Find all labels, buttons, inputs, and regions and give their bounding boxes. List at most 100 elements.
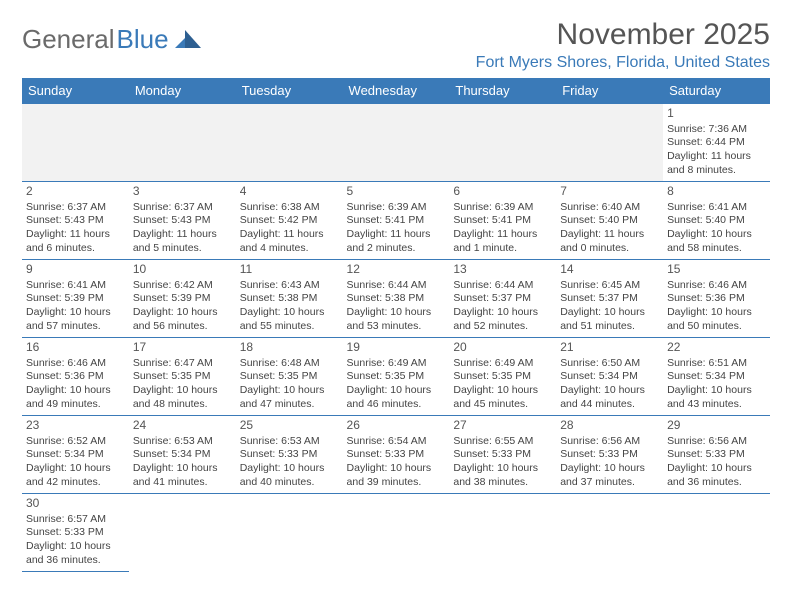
cell-line-d2: and 45 minutes.	[453, 398, 552, 412]
calendar-head: SundayMondayTuesdayWednesdayThursdayFrid…	[22, 78, 770, 104]
cell-line-ss: Sunset: 5:36 PM	[667, 292, 766, 306]
day-number: 16	[26, 340, 125, 356]
cell-line-sr: Sunrise: 6:52 AM	[26, 435, 125, 449]
cell-line-d1: Daylight: 10 hours	[240, 462, 339, 476]
cell-line-d2: and 55 minutes.	[240, 320, 339, 334]
cell-line-d2: and 38 minutes.	[453, 476, 552, 490]
cell-line-d2: and 39 minutes.	[347, 476, 446, 490]
calendar-cell	[556, 104, 663, 182]
cell-line-d1: Daylight: 11 hours	[560, 228, 659, 242]
cell-line-d2: and 4 minutes.	[240, 242, 339, 256]
day-number: 23	[26, 418, 125, 434]
cell-line-ss: Sunset: 5:35 PM	[133, 370, 232, 384]
cell-line-d1: Daylight: 10 hours	[453, 306, 552, 320]
day-number: 27	[453, 418, 552, 434]
calendar-cell	[129, 494, 236, 572]
cell-line-ss: Sunset: 5:33 PM	[453, 448, 552, 462]
cell-line-ss: Sunset: 5:40 PM	[667, 214, 766, 228]
cell-line-d2: and 0 minutes.	[560, 242, 659, 256]
calendar-cell	[556, 494, 663, 572]
cell-line-sr: Sunrise: 6:49 AM	[347, 357, 446, 371]
calendar-cell	[343, 494, 450, 572]
cell-line-d1: Daylight: 10 hours	[133, 384, 232, 398]
cell-line-sr: Sunrise: 6:40 AM	[560, 201, 659, 215]
calendar-cell: 14Sunrise: 6:45 AMSunset: 5:37 PMDayligh…	[556, 260, 663, 338]
cell-line-d2: and 43 minutes.	[667, 398, 766, 412]
calendar-cell: 29Sunrise: 6:56 AMSunset: 5:33 PMDayligh…	[663, 416, 770, 494]
cell-line-d1: Daylight: 10 hours	[26, 462, 125, 476]
cell-line-d1: Daylight: 10 hours	[667, 462, 766, 476]
cell-line-d1: Daylight: 10 hours	[453, 384, 552, 398]
calendar-cell: 25Sunrise: 6:53 AMSunset: 5:33 PMDayligh…	[236, 416, 343, 494]
cell-line-d1: Daylight: 10 hours	[560, 384, 659, 398]
cell-line-ss: Sunset: 5:41 PM	[347, 214, 446, 228]
dayname-header: Saturday	[663, 78, 770, 104]
dayname-header: Monday	[129, 78, 236, 104]
cell-line-d1: Daylight: 11 hours	[133, 228, 232, 242]
cell-line-d1: Daylight: 10 hours	[133, 462, 232, 476]
cell-line-ss: Sunset: 5:33 PM	[347, 448, 446, 462]
logo-text-1: General	[22, 24, 115, 55]
dayname-header: Sunday	[22, 78, 129, 104]
cell-line-sr: Sunrise: 6:51 AM	[667, 357, 766, 371]
page-header: GeneralBlue November 2025 Fort Myers Sho…	[22, 18, 770, 72]
cell-line-ss: Sunset: 5:37 PM	[560, 292, 659, 306]
cell-line-sr: Sunrise: 6:46 AM	[26, 357, 125, 371]
cell-line-d2: and 44 minutes.	[560, 398, 659, 412]
cell-line-sr: Sunrise: 6:39 AM	[347, 201, 446, 215]
day-number: 20	[453, 340, 552, 356]
month-title: November 2025	[476, 18, 770, 52]
cell-line-d1: Daylight: 10 hours	[347, 462, 446, 476]
cell-line-sr: Sunrise: 6:42 AM	[133, 279, 232, 293]
cell-line-d2: and 2 minutes.	[347, 242, 446, 256]
cell-line-d1: Daylight: 10 hours	[26, 306, 125, 320]
calendar-table: SundayMondayTuesdayWednesdayThursdayFrid…	[22, 78, 770, 572]
cell-line-d2: and 48 minutes.	[133, 398, 232, 412]
cell-line-ss: Sunset: 5:38 PM	[347, 292, 446, 306]
cell-line-d2: and 6 minutes.	[26, 242, 125, 256]
cell-line-sr: Sunrise: 6:53 AM	[133, 435, 232, 449]
calendar-row: 23Sunrise: 6:52 AMSunset: 5:34 PMDayligh…	[22, 416, 770, 494]
cell-line-d2: and 5 minutes.	[133, 242, 232, 256]
cell-line-d1: Daylight: 10 hours	[240, 306, 339, 320]
calendar-cell: 6Sunrise: 6:39 AMSunset: 5:41 PMDaylight…	[449, 182, 556, 260]
cell-line-ss: Sunset: 5:34 PM	[667, 370, 766, 384]
calendar-cell: 18Sunrise: 6:48 AMSunset: 5:35 PMDayligh…	[236, 338, 343, 416]
day-number: 15	[667, 262, 766, 278]
cell-line-d2: and 50 minutes.	[667, 320, 766, 334]
cell-line-d1: Daylight: 11 hours	[26, 228, 125, 242]
cell-line-sr: Sunrise: 6:41 AM	[667, 201, 766, 215]
cell-line-d1: Daylight: 11 hours	[667, 150, 766, 164]
dayname-header: Friday	[556, 78, 663, 104]
cell-line-ss: Sunset: 5:39 PM	[133, 292, 232, 306]
cell-line-sr: Sunrise: 6:56 AM	[560, 435, 659, 449]
cell-line-sr: Sunrise: 6:41 AM	[26, 279, 125, 293]
cell-line-ss: Sunset: 5:43 PM	[26, 214, 125, 228]
day-number: 5	[347, 184, 446, 200]
dayname-header: Thursday	[449, 78, 556, 104]
cell-line-sr: Sunrise: 6:56 AM	[667, 435, 766, 449]
cell-line-sr: Sunrise: 6:38 AM	[240, 201, 339, 215]
logo-text-2: Blue	[117, 24, 169, 55]
day-number: 24	[133, 418, 232, 434]
day-number: 21	[560, 340, 659, 356]
cell-line-d1: Daylight: 10 hours	[26, 540, 125, 554]
calendar-cell	[22, 104, 129, 182]
cell-line-d2: and 53 minutes.	[347, 320, 446, 334]
cell-line-d2: and 41 minutes.	[133, 476, 232, 490]
day-number: 9	[26, 262, 125, 278]
cell-line-d2: and 49 minutes.	[26, 398, 125, 412]
cell-line-d2: and 36 minutes.	[667, 476, 766, 490]
cell-line-d2: and 57 minutes.	[26, 320, 125, 334]
cell-line-d1: Daylight: 10 hours	[240, 384, 339, 398]
cell-line-sr: Sunrise: 6:37 AM	[26, 201, 125, 215]
day-number: 19	[347, 340, 446, 356]
cell-line-ss: Sunset: 5:33 PM	[560, 448, 659, 462]
cell-line-d2: and 47 minutes.	[240, 398, 339, 412]
calendar-row: 30Sunrise: 6:57 AMSunset: 5:33 PMDayligh…	[22, 494, 770, 572]
cell-line-d1: Daylight: 10 hours	[26, 384, 125, 398]
cell-line-d1: Daylight: 11 hours	[240, 228, 339, 242]
location-subtitle: Fort Myers Shores, Florida, United State…	[476, 54, 770, 72]
cell-line-sr: Sunrise: 6:54 AM	[347, 435, 446, 449]
cell-line-ss: Sunset: 5:33 PM	[667, 448, 766, 462]
